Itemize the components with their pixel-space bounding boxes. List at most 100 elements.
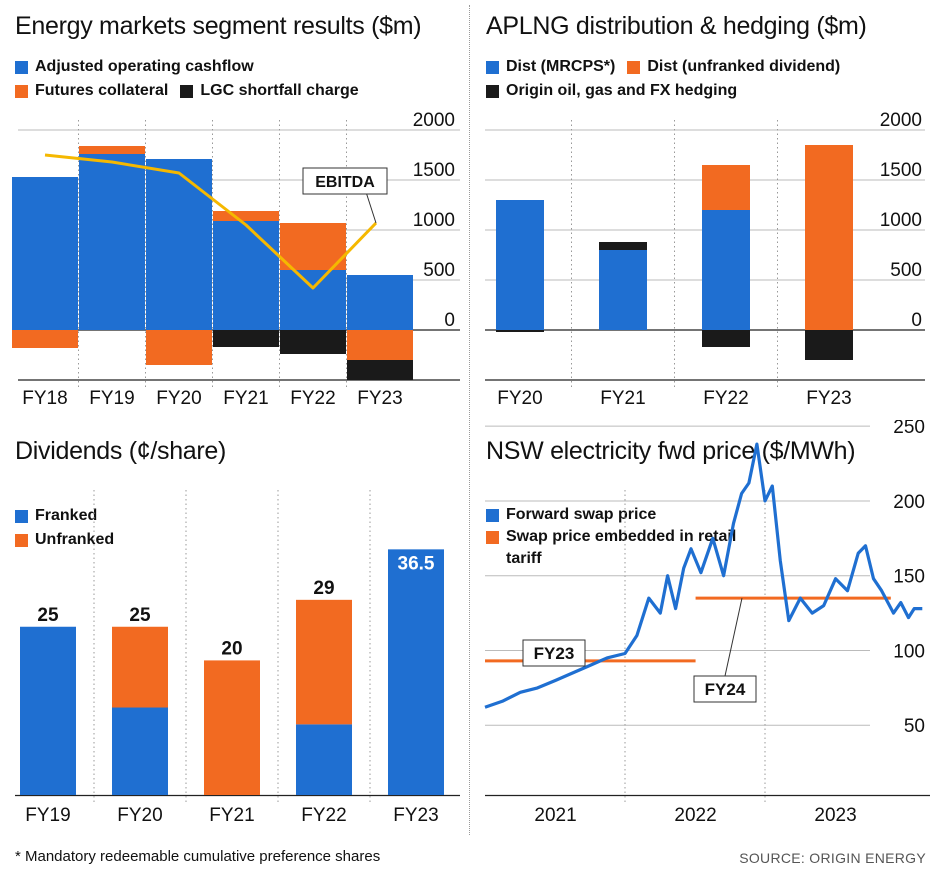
bar-aplng-FY22-s2 <box>702 330 750 347</box>
legend-label: Adjusted operating cashflow <box>35 58 254 75</box>
ebitda-leader <box>365 191 377 224</box>
total-label: 25 <box>129 605 151 626</box>
aplng-chart-title: APLNG distribution & hedging ($m) <box>486 12 867 40</box>
x-tick-label: FY22 <box>301 805 346 826</box>
bar-energy-FY20-s1 <box>146 330 212 365</box>
nsw-legend: Forward swap price Swap price embedded i… <box>486 504 763 570</box>
y-tick-label: 2000 <box>413 110 455 131</box>
legend-swatch-orange <box>15 533 28 547</box>
legend-item-dist-unfranked: Dist (unfranked dividend) <box>627 55 840 79</box>
x-tick-label: FY22 <box>703 388 748 409</box>
bar-energy-FY20-s0 <box>146 159 212 330</box>
nsw-chart: 50 100 150 200 250 2021 2022 2023 FY23 FY24 <box>484 420 930 826</box>
bar-aplng-FY23-s1 <box>805 145 853 330</box>
ebitda-line <box>44 153 378 290</box>
y-tick-label: 200 <box>893 492 925 513</box>
y-tick-label: 2000 <box>880 110 922 131</box>
bar-aplng-FY22-s1 <box>702 165 750 210</box>
legend-swatch-blue <box>15 509 28 523</box>
legend-item-operating-cashflow: Adjusted operating cashflow <box>15 55 254 79</box>
legend-swatch-orange <box>15 84 28 98</box>
x-tick-label: 2022 <box>674 805 716 826</box>
legend-label: Origin oil, gas and FX hedging <box>506 82 738 99</box>
x-tick-label: FY21 <box>209 805 254 826</box>
y-tick-label: 100 <box>893 641 925 662</box>
bar-energy-FY18-s1 <box>12 330 78 348</box>
x-tick-label: FY19 <box>89 388 134 409</box>
bar-dividend-FY22-s1 <box>296 599 352 725</box>
energy-chart: 0 500 1000 1500 2000 FY18 FY19 FY20 FY21 FY22 FY23… <box>12 110 460 409</box>
dividends-chart: 25 FY19 25 FY20 20 FY21 29 FY22 36.5 FY23 <box>15 490 460 826</box>
x-tick-label: 2021 <box>534 805 576 826</box>
dividends-chart-title: Dividends (¢/share) <box>15 437 227 465</box>
y-tick-label: 1000 <box>880 210 922 231</box>
x-tick-label: FY22 <box>290 388 335 409</box>
y-tick-label: 50 <box>904 716 925 737</box>
aplng-chart: 0 500 1000 1500 2000 FY20 FY21 FY22 FY23 <box>485 110 925 409</box>
bar-energy-FY19-s1 <box>79 146 145 154</box>
y-tick-label: 500 <box>890 260 922 281</box>
y-tick-label: 250 <box>893 420 925 438</box>
y-tick-label: 0 <box>444 310 455 331</box>
legend-item-dist-mrcps: Dist (MRCPS*) <box>486 55 615 79</box>
legend-label: Dist (unfranked dividend) <box>647 58 841 75</box>
bar-aplng-FY21-s2 <box>599 242 647 250</box>
x-tick-label: FY20 <box>156 388 201 409</box>
legend-swatch-blue <box>486 60 499 74</box>
x-tick-label: FY18 <box>22 388 67 409</box>
source-credit: SOURCE: ORIGIN ENERGY <box>739 850 926 866</box>
bar-dividend-FY22-s0 <box>296 724 352 795</box>
bar-aplng-FY21-s0 <box>599 250 647 330</box>
bar-energy-FY22-s2 <box>280 330 346 354</box>
legend-swatch-orange <box>486 531 499 544</box>
bar-aplng-FY23-s2 <box>805 330 853 360</box>
total-label: 29 <box>313 578 334 599</box>
fy23-label: FY23 <box>534 644 575 663</box>
bar-energy-FY23-s1 <box>347 330 413 360</box>
bar-energy-FY19-s0 <box>79 154 145 330</box>
ebitda-label-box <box>302 167 388 195</box>
legend-swatch-blue <box>15 60 28 74</box>
legend-swatch-orange <box>627 60 641 74</box>
legend-item-lgc-shortfall: LGC shortfall charge <box>180 79 359 103</box>
x-tick-label: FY20 <box>117 805 162 826</box>
fy24-label-box <box>693 675 757 703</box>
bar-energy-FY23-s2 <box>347 360 413 380</box>
x-tick-label: FY23 <box>393 805 438 826</box>
legend-swatch-black <box>180 84 194 98</box>
bar-energy-FY23-s0 <box>347 275 413 330</box>
legend-item-franked: Franked <box>15 504 97 528</box>
legend-label: Dist (MRCPS*) <box>506 58 616 75</box>
bar-dividend-FY20-s0 <box>112 707 168 795</box>
x-tick-label: FY23 <box>806 388 851 409</box>
fy24-label: FY24 <box>705 680 746 699</box>
bar-energy-FY21-s0 <box>213 221 279 330</box>
aplng-legend: Dist (MRCPS*) Dist (unfranked dividend) … <box>486 55 852 103</box>
total-label: 36.5 <box>398 553 435 574</box>
legend-label: LGC shortfall charge <box>200 82 359 99</box>
legend-item-forward-swap: Forward swap price <box>486 504 656 526</box>
bar-energy-FY21-s2 <box>213 330 279 347</box>
y-tick-label: 0 <box>911 310 922 331</box>
total-label: 20 <box>221 638 242 659</box>
x-tick-label: 2023 <box>814 805 856 826</box>
bar-dividend-FY19-s0 <box>20 626 76 795</box>
bar-energy-FY21-s1 <box>213 211 279 221</box>
x-tick-label: FY21 <box>600 388 645 409</box>
legend-label: Franked <box>35 507 98 524</box>
energy-legend: Adjusted operating cashflow Futures coll… <box>15 55 371 103</box>
ebitda-label: EBITDA <box>315 174 375 191</box>
legend-item-retail-tariff: Swap price embedded in retail tariff <box>486 526 751 570</box>
nsw-chart-title: NSW electricity fwd price ($/MWh) <box>486 437 856 465</box>
bar-energy-FY22-s0 <box>280 270 346 330</box>
y-tick-label: 1000 <box>413 210 455 231</box>
legend-label: Forward swap price <box>506 506 657 523</box>
x-tick-label: FY20 <box>497 388 542 409</box>
y-tick-label: 500 <box>423 260 455 281</box>
forward-swap-line <box>484 442 923 709</box>
y-tick-label: 1500 <box>880 160 922 181</box>
x-tick-label: FY19 <box>25 805 70 826</box>
legend-swatch-black <box>486 84 499 98</box>
y-tick-label: 150 <box>893 567 925 588</box>
y-tick-label: 1500 <box>413 160 455 181</box>
